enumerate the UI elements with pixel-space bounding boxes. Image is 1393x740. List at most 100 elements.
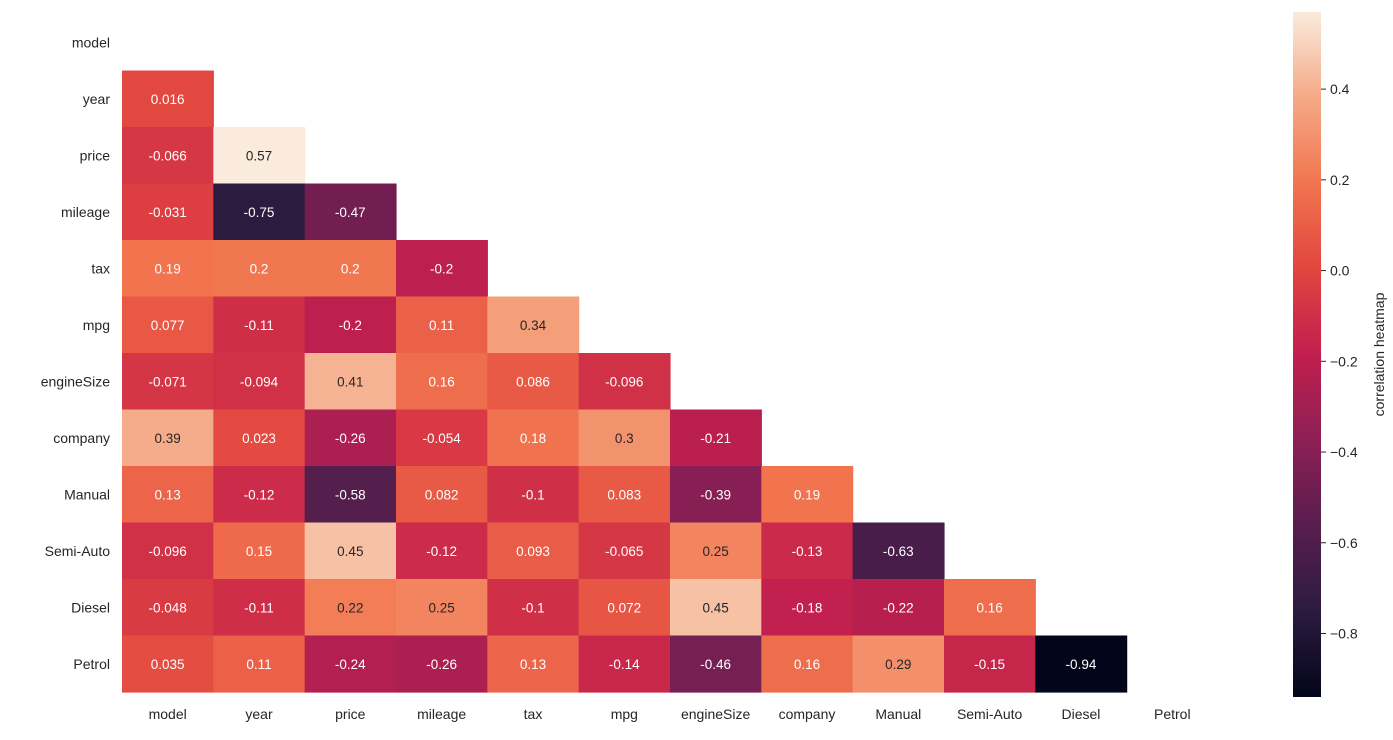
heatmap-cell-label: -0.24 [335,657,366,672]
heatmap-cell [487,353,580,411]
heatmap-cell-label: 0.13 [520,657,546,672]
x-tick-label: year [245,706,273,722]
heatmap-cell-label: 0.083 [607,487,641,502]
heatmap-cell-label: 0.18 [520,431,546,446]
heatmap-cell [122,296,214,354]
heatmap-cell [578,353,671,411]
colorbar-label: correlation heatmap [1371,292,1387,416]
x-tick-label: company [779,706,836,722]
x-axis-tick-labels: model year price mileage tax mpg engineSize com… [149,706,1191,722]
heatmap-cell [304,579,397,637]
heatmap-cell [578,579,671,637]
y-tick-label: company [53,430,110,446]
heatmap-cell [669,635,762,693]
heatmap-cell-label: -0.1 [521,487,544,502]
heatmap-cell [395,579,488,637]
y-tick-label: Diesel [71,599,110,615]
heatmap-cell [669,466,762,524]
heatmap-cell [122,70,214,128]
heatmap-cell-label: -0.2 [430,261,453,276]
heatmap-cell [578,522,671,580]
heatmap-cell-label: -0.47 [335,205,366,220]
colorbar-tick-label: 0.4 [1330,81,1350,97]
heatmap-cell [943,635,1036,693]
heatmap-cell-label: -0.11 [244,318,274,333]
heatmap-cell [122,183,214,241]
heatmap-cell-label: -0.066 [149,148,187,163]
heatmap-cell [943,579,1036,637]
heatmap-cell-label: 0.15 [246,544,272,559]
heatmap-cell-label: 0.25 [702,544,728,559]
colorbar-tick-label: 0.0 [1330,263,1350,279]
heatmap-cell [395,409,488,467]
heatmap-cell-label: -0.2 [339,318,362,333]
y-tick-label: tax [91,260,110,276]
colorbar-tick-label: −0.2 [1330,353,1358,369]
heatmap-cell-label: 0.035 [151,657,185,672]
heatmap-cell-label: -0.14 [609,657,640,672]
heatmap-cell-label: -0.63 [883,544,914,559]
heatmap-cell-label: -0.15 [974,657,1005,672]
heatmap-cell-label: 0.34 [520,318,547,333]
heatmap-cell [395,522,488,580]
x-tick-label: Manual [875,706,921,722]
colorbar-gradient [1293,12,1321,697]
heatmap-cell-label: -0.94 [1066,657,1097,672]
heatmap-cell [304,409,397,467]
x-tick-label: mpg [611,706,638,722]
y-tick-label: Manual [64,486,110,502]
heatmap-cell [852,579,945,637]
heatmap-cell [122,353,214,411]
x-tick-label: engineSize [681,706,750,722]
colorbar-tick-label: 0.2 [1330,172,1350,188]
heatmap-cell [213,353,306,411]
y-axis-tick-labels: model year price mileage tax mpg engineSize com… [41,34,111,672]
heatmap-cell-label: 0.077 [151,318,185,333]
heatmap-cell-label: 0.19 [794,487,820,502]
heatmap-cell-label: -0.11 [244,600,274,615]
heatmap-cell-labels: 0.016 -0.066 0.57 -0.031 -0.75 -0.47 0.19 0.2 0.… [149,92,1097,672]
heatmap-cell-label: -0.12 [244,487,275,502]
heatmap-cell-label: 0.41 [337,374,363,389]
heatmap-cell [487,296,580,354]
heatmap-cell [761,579,854,637]
heatmap-cell [487,466,580,524]
colorbar: 0.4 0.2 0.0 −0.2 −0.4 −0.6 −0.8 correlation he… [1293,12,1387,697]
heatmap-cell [578,409,671,467]
heatmap-cell [122,240,214,298]
heatmap-cell-label: -0.13 [792,544,823,559]
y-tick-label: model [72,34,110,50]
heatmap-cell [213,635,306,693]
heatmap-cell-label: -0.18 [792,600,823,615]
heatmap-cell-label: 0.29 [885,657,911,672]
y-tick-label: year [83,91,111,107]
x-tick-label: Diesel [1062,706,1101,722]
heatmap-cell [487,579,580,637]
heatmap-cell [669,409,762,467]
heatmap-cell-label: -0.46 [700,657,731,672]
heatmap-cell-label: 0.16 [794,657,820,672]
heatmap-cell [122,409,214,467]
heatmap-cell [213,409,306,467]
heatmap-cell-label: -0.26 [335,431,366,446]
heatmap-cell [395,635,488,693]
heatmap-cell-label: 0.082 [425,487,459,502]
heatmap-cell [304,296,397,354]
heatmap-cell [395,240,488,298]
x-tick-label: tax [524,706,543,722]
heatmap-cell [669,522,762,580]
heatmap-cell-label: 0.45 [702,600,728,615]
heatmap-cell-label: -0.58 [335,487,366,502]
heatmap-cell [304,183,397,241]
heatmap-cells [122,70,1128,693]
x-tick-label: Petrol [1154,706,1191,722]
heatmap-cell-label: 0.25 [429,600,455,615]
colorbar-tick-label: −0.4 [1330,444,1358,460]
heatmap-cell [122,522,214,580]
heatmap-cell-label: -0.39 [700,487,731,502]
heatmap-cell-label: 0.11 [246,657,271,672]
heatmap-cell-label: -0.094 [240,374,279,389]
heatmap-cell [213,466,306,524]
heatmap-cell-label: -0.26 [426,657,457,672]
heatmap-cell [487,522,580,580]
